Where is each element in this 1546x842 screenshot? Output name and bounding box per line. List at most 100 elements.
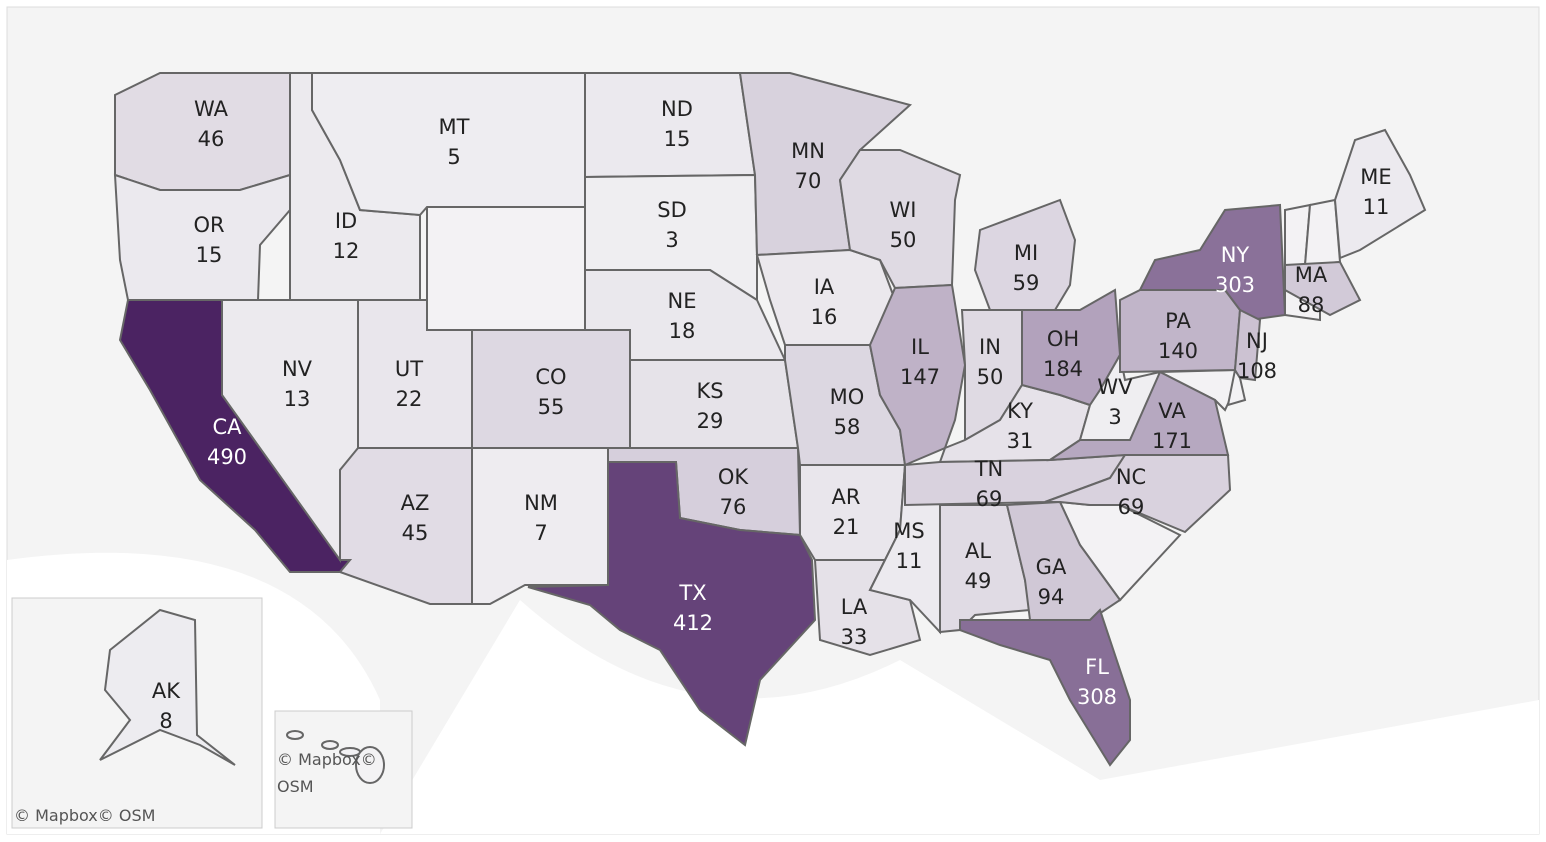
state-abbr: NM bbox=[524, 491, 558, 515]
state-shape bbox=[113, 173, 291, 301]
state-abbr: AK bbox=[152, 679, 181, 703]
state-shape bbox=[1138, 203, 1287, 322]
state-value: 412 bbox=[673, 611, 713, 635]
state-abbr: IA bbox=[814, 275, 835, 299]
state-abbr: ID bbox=[335, 209, 357, 233]
state-value: 59 bbox=[1013, 271, 1040, 295]
state-abbr: MO bbox=[830, 385, 865, 409]
state-abbr: MA bbox=[1295, 263, 1328, 287]
state-shape bbox=[471, 329, 631, 449]
state-abbr: GA bbox=[1036, 555, 1067, 579]
state-value: 29 bbox=[697, 409, 724, 433]
state-abbr: LA bbox=[841, 595, 868, 619]
state-value: 184 bbox=[1043, 357, 1083, 381]
attribution: © Mapbox© OSM bbox=[277, 750, 377, 796]
state-value: 490 bbox=[207, 445, 247, 469]
states bbox=[99, 72, 1427, 767]
state-value: 69 bbox=[976, 487, 1003, 511]
state-value: 55 bbox=[538, 395, 565, 419]
state-value: 58 bbox=[834, 415, 861, 439]
state-abbr: WI bbox=[890, 198, 917, 222]
state-value: 45 bbox=[402, 521, 429, 545]
state-abbr: SD bbox=[657, 198, 687, 222]
state-value: 15 bbox=[196, 243, 223, 267]
state-shape bbox=[1233, 308, 1262, 382]
state-value: 50 bbox=[977, 365, 1004, 389]
state-value: 12 bbox=[333, 239, 360, 263]
state-value: 11 bbox=[1363, 195, 1390, 219]
state-abbr: WV bbox=[1097, 375, 1133, 399]
state-shape bbox=[1303, 198, 1342, 267]
state-abbr: KS bbox=[696, 379, 723, 403]
state-value: 140 bbox=[1158, 339, 1198, 363]
state-value: 69 bbox=[1118, 495, 1145, 519]
state-shape bbox=[311, 72, 586, 217]
state-abbr: NJ bbox=[1246, 329, 1268, 353]
state-value: 108 bbox=[1237, 359, 1277, 383]
state-shape bbox=[1005, 500, 1122, 621]
island bbox=[321, 740, 339, 750]
state-value: 49 bbox=[965, 569, 992, 593]
state-abbr: AZ bbox=[401, 491, 430, 515]
state-value: 70 bbox=[795, 169, 822, 193]
island bbox=[355, 746, 385, 784]
state-shape bbox=[99, 608, 236, 766]
state-shape bbox=[527, 461, 817, 747]
state-value: 50 bbox=[890, 228, 917, 252]
state-value: 11 bbox=[896, 549, 923, 573]
state-abbr: NC bbox=[1116, 465, 1146, 489]
state-abbr: AR bbox=[832, 485, 861, 509]
state-abbr: UT bbox=[395, 357, 423, 381]
state-shape bbox=[838, 149, 962, 290]
state-value: 8 bbox=[159, 709, 172, 733]
state-shape bbox=[584, 72, 757, 179]
state-value: 303 bbox=[1215, 273, 1255, 297]
state-value: 21 bbox=[833, 515, 860, 539]
state-abbr: ND bbox=[661, 97, 693, 121]
state-value: 94 bbox=[1038, 585, 1065, 609]
state-value: 308 bbox=[1077, 685, 1117, 709]
state-value: 31 bbox=[1007, 429, 1034, 453]
state-value: 76 bbox=[720, 495, 747, 519]
state-abbr: MS bbox=[893, 519, 924, 543]
state-abbr: TN bbox=[974, 457, 1004, 481]
state-value: 7 bbox=[534, 521, 547, 545]
state-value: 3 bbox=[665, 228, 678, 252]
state-abbr: OK bbox=[718, 465, 750, 489]
state-abbr: VA bbox=[1158, 399, 1186, 423]
state-value: 15 bbox=[664, 127, 691, 151]
state-value: 3 bbox=[1108, 405, 1121, 429]
hawaii bbox=[286, 730, 385, 784]
state-labels: WA 46 OR 15 CA 490 ID 12 NV 13 MT 5 UT 22 AZ 45 CO 55 NM 7 N… bbox=[152, 97, 1392, 733]
state-value: 22 bbox=[396, 387, 423, 411]
state-value: 171 bbox=[1152, 429, 1192, 453]
state-abbr: TX bbox=[678, 581, 706, 605]
state-shape bbox=[1044, 454, 1232, 534]
state-value: 33 bbox=[841, 625, 868, 649]
state-value: 18 bbox=[669, 319, 696, 343]
state-abbr: CO bbox=[535, 365, 566, 389]
state-abbr: MT bbox=[439, 115, 470, 139]
state-shape bbox=[799, 464, 907, 561]
state-shape bbox=[959, 608, 1131, 767]
state-value: 88 bbox=[1298, 293, 1325, 317]
unlabeled-states bbox=[426, 198, 1342, 602]
state-abbr: OR bbox=[193, 213, 224, 237]
state-value: 46 bbox=[198, 127, 225, 151]
state-value: 13 bbox=[284, 387, 311, 411]
state-abbr: AL bbox=[965, 539, 991, 563]
attribution: © Mapbox© OSM bbox=[14, 806, 156, 825]
state-abbr: NY bbox=[1221, 243, 1250, 267]
state-abbr: NV bbox=[282, 357, 313, 381]
island bbox=[286, 730, 304, 740]
state-shape bbox=[426, 206, 586, 331]
state-shape bbox=[1284, 260, 1362, 317]
state-abbr: MI bbox=[1014, 241, 1038, 265]
state-abbr: CA bbox=[212, 415, 242, 439]
state-shape bbox=[868, 283, 967, 467]
state-shape bbox=[1333, 128, 1427, 260]
state-abbr: FL bbox=[1085, 655, 1109, 679]
state-abbr: ME bbox=[1360, 165, 1391, 189]
state-shape bbox=[973, 198, 1077, 311]
